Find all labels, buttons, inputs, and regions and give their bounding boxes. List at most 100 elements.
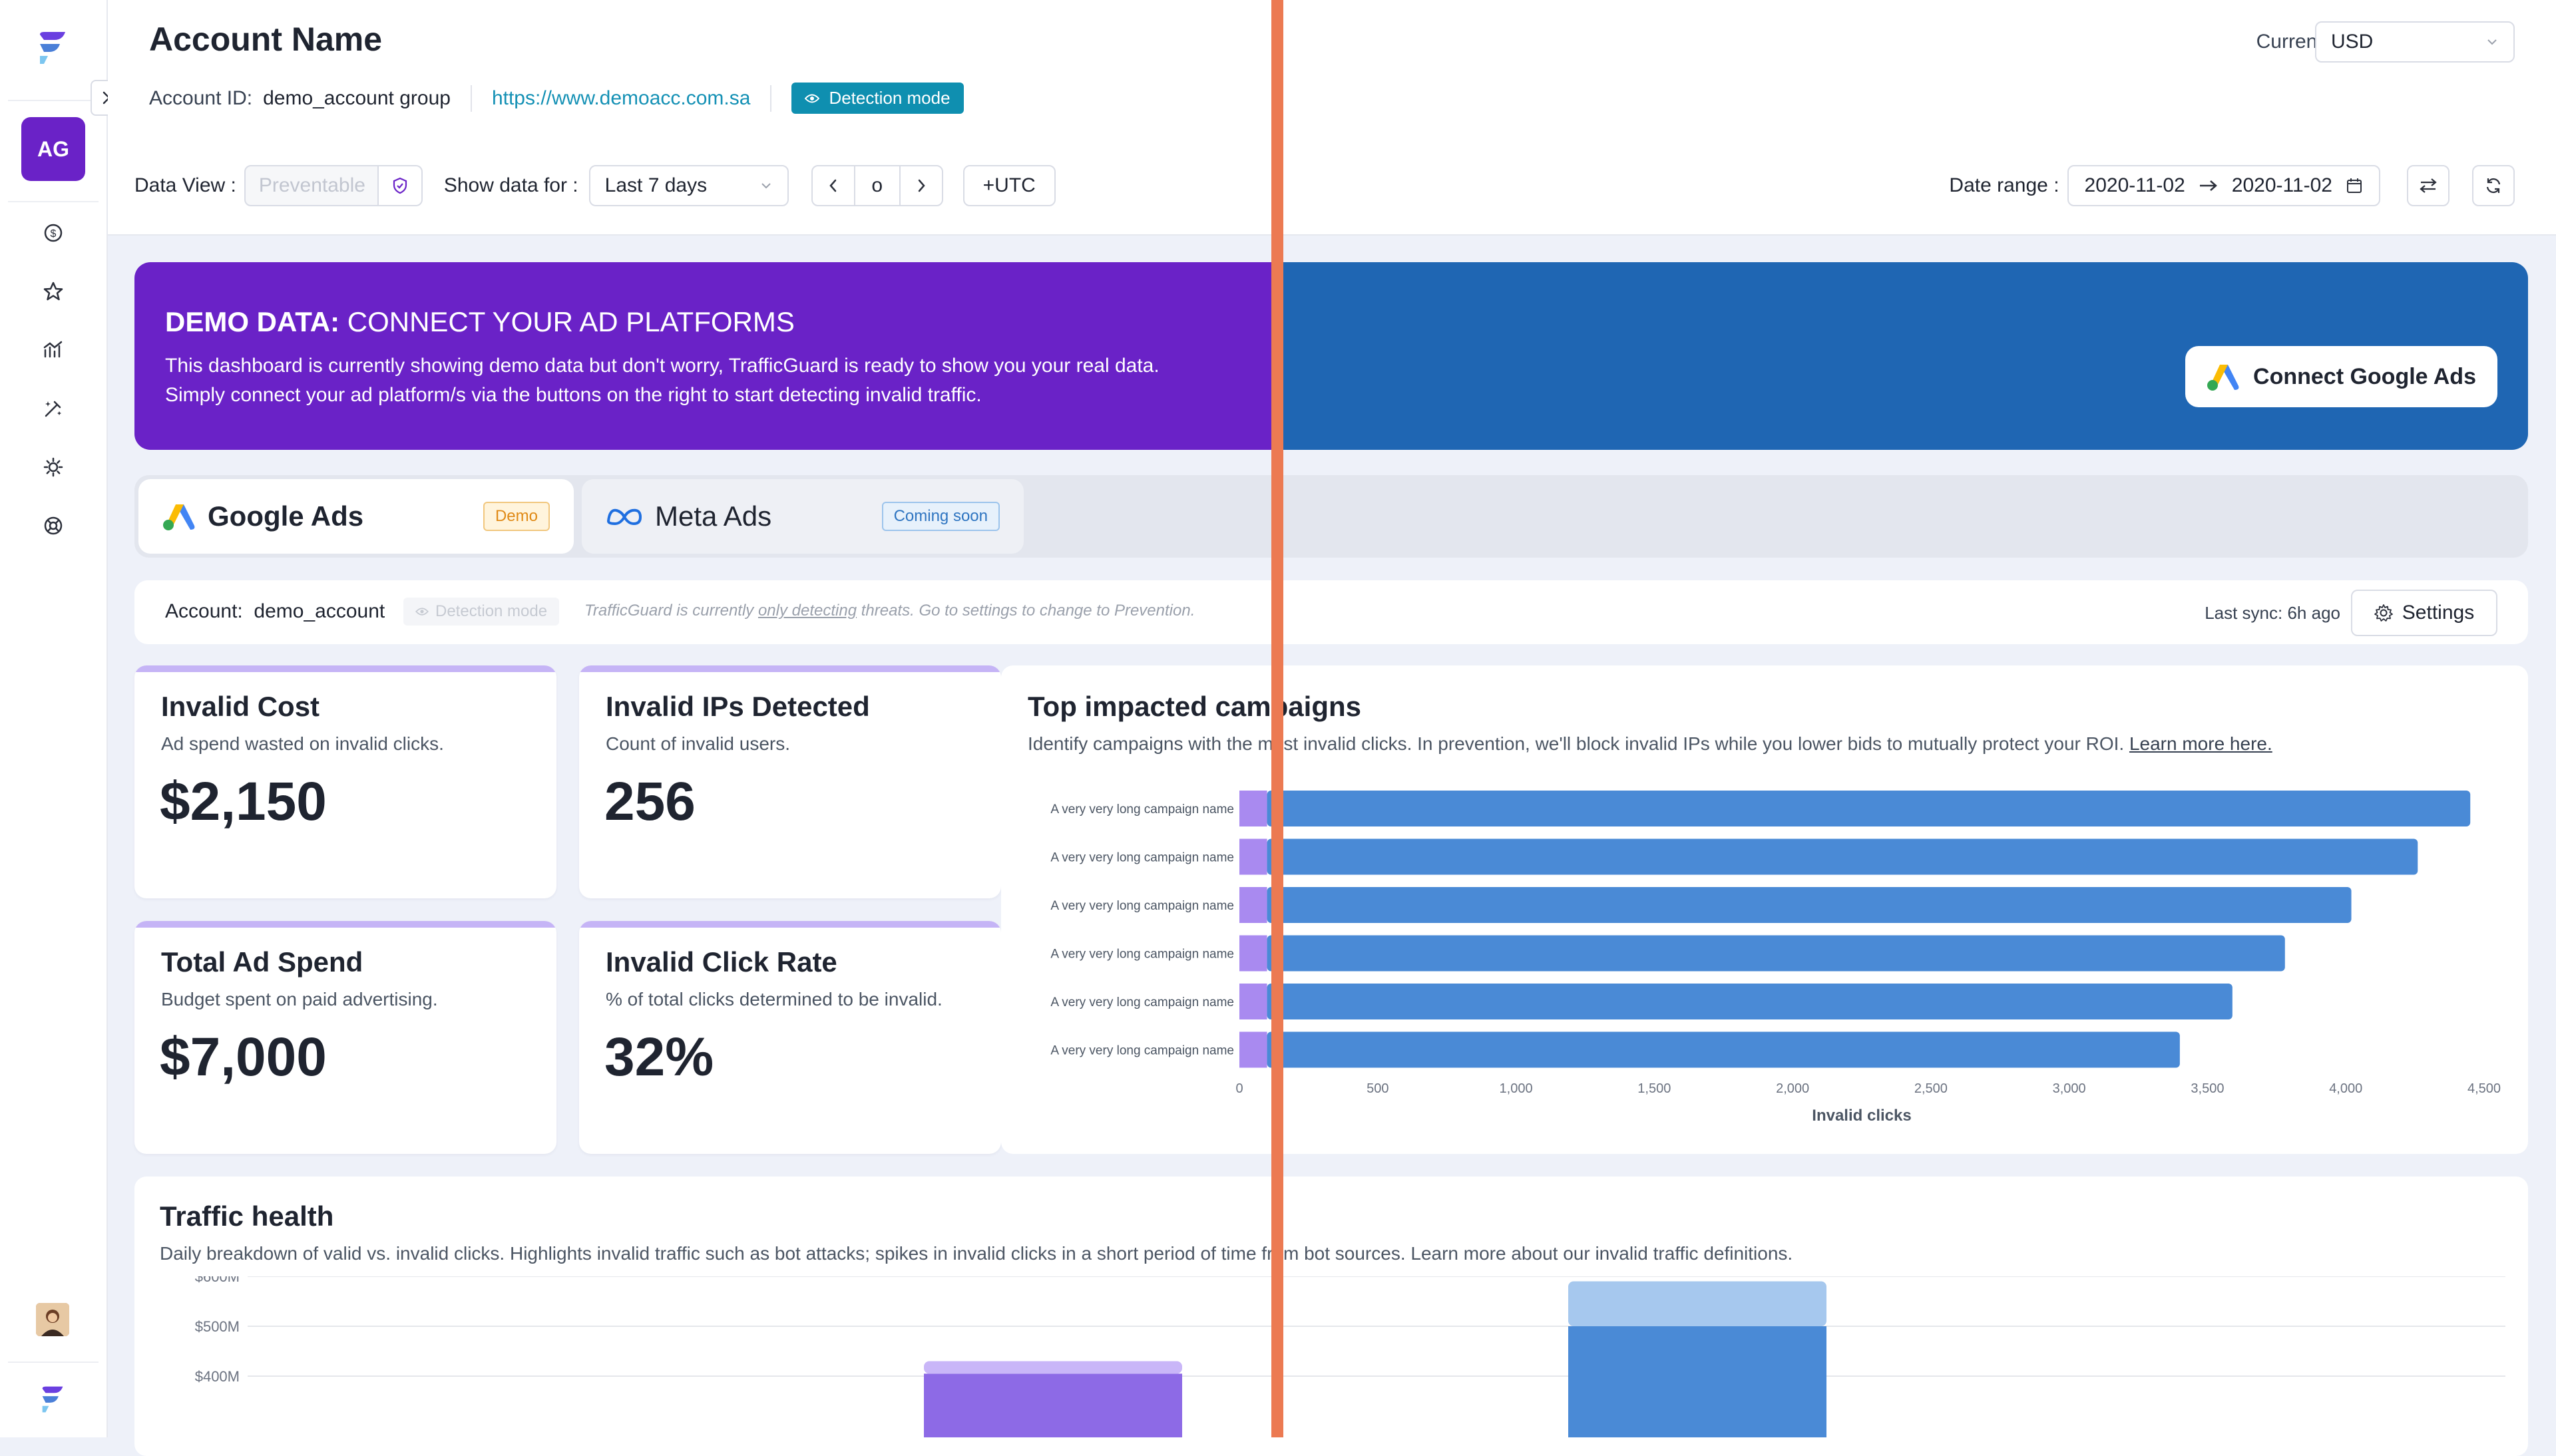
- traffic-health-chart: $600M $500M $400M: [195, 1276, 2505, 1437]
- connect-google-ads-label: Connect Google Ads: [2253, 363, 2476, 389]
- platform-tabs: Google Ads Demo Meta Ads Coming soon: [134, 475, 2528, 558]
- campaigns-subtitle-text: Identify campaigns with the most invalid…: [1028, 733, 2129, 754]
- user-avatar[interactable]: [36, 1303, 69, 1336]
- mode-note: TrafficGuard is currently only detecting…: [584, 602, 1195, 620]
- campaign-bar: [1267, 935, 2285, 972]
- campaign-label: A very very long campaign name: [1050, 948, 1234, 962]
- current-period-button[interactable]: o: [855, 165, 899, 206]
- compare-button[interactable]: [2407, 165, 2450, 206]
- top-campaigns-card: Top impacted campaigns Identify campaign…: [1001, 665, 2528, 1154]
- x-tick-label: 2,500: [1914, 1081, 1948, 1096]
- metric-title: Invalid IPs Detected: [606, 691, 870, 722]
- metric-subtitle: Budget spent on paid advertising.: [161, 989, 438, 1009]
- campaign-bar: [1267, 791, 2471, 826]
- account-value: demo_account: [254, 600, 385, 622]
- x-tick-label: 4,000: [2329, 1081, 2362, 1096]
- previous-period-button[interactable]: [811, 165, 855, 206]
- banner-title-bold: DEMO DATA:: [165, 306, 340, 337]
- star-icon[interactable]: [40, 278, 67, 305]
- account-bar-label: Account: demo_account: [165, 600, 385, 623]
- y-tick-label: $500M: [195, 1318, 240, 1335]
- metric-title: Invalid Cost: [161, 691, 320, 722]
- mode-note-post: threats. Go to settings to change to Pre…: [857, 602, 1195, 620]
- x-tick-label: 1,500: [1637, 1081, 1671, 1096]
- currency-select[interactable]: USD: [2315, 21, 2515, 63]
- metric-title: Total Ad Spend: [161, 946, 363, 978]
- x-tick-label: 2,000: [1776, 1081, 1809, 1096]
- banner-line-2: Simply connect your ad platform/s via th…: [165, 384, 982, 406]
- traffic-subtitle: Daily breakdown of valid vs. invalid cli…: [160, 1243, 1793, 1264]
- traffic-bar-segment: [924, 1373, 1182, 1437]
- meta-icon: [606, 508, 642, 526]
- next-period-button[interactable]: [899, 165, 943, 206]
- settings-label: Settings: [2402, 602, 2475, 624]
- swap-arrows-icon: [2420, 178, 2437, 193]
- toolbar-right: Date range : 2020-11-02 2020-11-02: [1949, 164, 2515, 208]
- date-to: 2020-11-02: [2231, 174, 2332, 196]
- metric-value: 256: [604, 771, 696, 832]
- metric-card-invalid-click-rate: Invalid Click Rate % of total clicks det…: [579, 921, 1001, 1154]
- data-view-input[interactable]: Preventable: [244, 165, 379, 206]
- account-avatar[interactable]: AG: [21, 117, 85, 181]
- account-url-link[interactable]: https://www.demoacc.com.sa: [491, 87, 751, 109]
- banner-title-rest: CONNECT YOUR AD PLATFORMS: [339, 306, 795, 337]
- campaign-bar: [1267, 887, 2352, 923]
- tab-meta-ads[interactable]: Meta Ads Coming soon: [582, 479, 1024, 554]
- campaign-label: A very very long campaign name: [1050, 996, 1234, 1009]
- traffic-bar-segment: [1568, 1281, 1826, 1326]
- data-view-shield-button[interactable]: [378, 165, 423, 206]
- campaign-invalid-accent-bar: [1239, 935, 1267, 972]
- account-initials: AG: [37, 136, 69, 161]
- chevron-down-icon: [761, 183, 771, 189]
- shield-check-icon: [393, 177, 407, 194]
- coming-soon-badge: Coming soon: [881, 502, 1000, 531]
- campaign-invalid-accent-bar: [1239, 791, 1267, 826]
- timezone-button[interactable]: +UTC: [962, 165, 1056, 206]
- dollar-icon[interactable]: $: [40, 220, 67, 246]
- toolbar-left: Data View : Preventable Show data for : …: [134, 164, 1056, 208]
- lifebuoy-icon[interactable]: [40, 512, 67, 539]
- banner-description: This dashboard is currently showing demo…: [165, 351, 1160, 410]
- trafficguard-logo-small-icon: [42, 1386, 63, 1413]
- x-tick-label: 1,000: [1500, 1081, 1533, 1096]
- campaign-label: A very very long campaign name: [1050, 899, 1234, 913]
- page-header: Account Name Account ID: demo_account gr…: [108, 0, 2556, 236]
- chevron-down-icon: [2487, 39, 2497, 45]
- date-range-picker[interactable]: 2020-11-02 2020-11-02: [2067, 165, 2380, 206]
- campaign-invalid-accent-bar: [1239, 1031, 1267, 1068]
- tab-google-ads[interactable]: Google Ads Demo: [138, 479, 574, 554]
- sun-icon[interactable]: [40, 454, 67, 480]
- connect-google-ads-button[interactable]: Connect Google Ads: [2185, 346, 2497, 407]
- campaign-invalid-accent-bar: [1239, 887, 1267, 923]
- account-id-label: Account ID:: [149, 87, 253, 109]
- metric-subtitle: % of total clicks determined to be inval…: [606, 989, 943, 1009]
- campaign-bar: [1267, 838, 2418, 875]
- period-select[interactable]: Last 7 days: [588, 165, 789, 206]
- learn-more-link[interactable]: Learn more here.: [2129, 733, 2272, 754]
- metric-card-total-ad-spend: Total Ad Spend Budget spent on paid adve…: [134, 921, 556, 1154]
- sidebar-divider: [8, 1362, 99, 1363]
- traffic-health-card: Traffic health Daily breakdown of valid …: [134, 1177, 2528, 1456]
- divider: [470, 85, 472, 112]
- calendar-icon: [2347, 178, 2362, 193]
- campaign-bar: [1267, 1031, 2180, 1068]
- refresh-button[interactable]: [2472, 165, 2515, 206]
- traffic-bar-segment: [924, 1361, 1182, 1374]
- detection-mode-badge: Detection mode: [791, 83, 964, 114]
- chevron-right-icon: [918, 179, 925, 192]
- detection-mode-chip: Detection mode: [403, 598, 560, 626]
- trafficguard-logo-icon[interactable]: [37, 31, 68, 65]
- date-from: 2020-11-02: [2084, 174, 2185, 196]
- period-value: Last 7 days: [604, 174, 708, 196]
- mode-note-link[interactable]: only detecting: [757, 602, 857, 620]
- settings-button[interactable]: Settings: [2351, 590, 2497, 636]
- sidebar-divider: [8, 100, 99, 101]
- x-tick-label: 0: [1235, 1081, 1243, 1096]
- x-tick-label: 500: [1367, 1081, 1388, 1096]
- x-tick-label: 3,500: [2191, 1081, 2224, 1096]
- magic-wand-icon[interactable]: [40, 395, 67, 422]
- eye-icon: [805, 94, 820, 102]
- date-range-label: Date range :: [1949, 174, 2059, 196]
- chart-icon[interactable]: [40, 337, 67, 363]
- detection-mode-chip-label: Detection mode: [435, 602, 548, 620]
